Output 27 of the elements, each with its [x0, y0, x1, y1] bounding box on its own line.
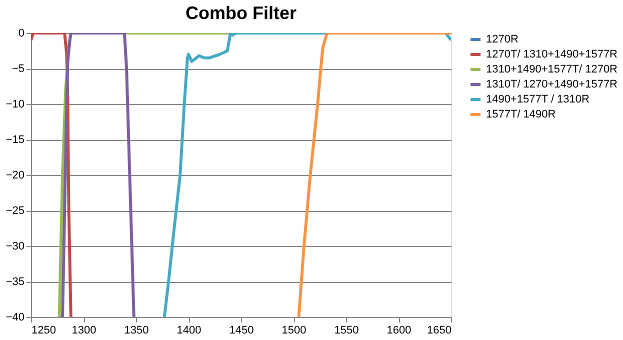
- legend-label: 1310T/ 1270+1490+1577R: [486, 78, 618, 90]
- x-tick-label: 1400: [176, 324, 202, 336]
- x-tick-label: 1500: [282, 324, 306, 336]
- x-tick-label: 1650: [427, 324, 452, 336]
- x-tick-label: 1600: [386, 324, 412, 336]
- legend-label: 1577T/ 1490R: [486, 108, 556, 120]
- y-tick-label: −15: [6, 134, 24, 146]
- chart-title: Combo Filter: [186, 3, 296, 23]
- y-tick-label: −20: [6, 170, 24, 182]
- x-tick-label: 1550: [334, 324, 359, 336]
- x-tick-label: 1250: [32, 324, 56, 336]
- y-tick-label: −5: [12, 63, 24, 75]
- legend-label: 1310+1490+1577T/ 1270R: [486, 64, 618, 76]
- line-series: [61, 33, 136, 317]
- x-tick-label: 1350: [124, 324, 149, 336]
- y-tick-label: −30: [6, 240, 24, 252]
- y-tick-label: 0: [18, 28, 24, 40]
- legend-label: 1270T/ 1310+1490+1577R: [486, 48, 618, 60]
- line-series: [297, 33, 451, 317]
- legend-label: 1270R: [486, 34, 518, 46]
- y-tick-label: −10: [6, 98, 24, 110]
- y-tick-label: −25: [6, 205, 24, 217]
- legend-label: 1490+1577T / 1310R: [486, 94, 590, 106]
- y-tick-label: −40: [6, 312, 24, 324]
- x-tick-label: 1300: [72, 324, 96, 336]
- x-tick-label: 1450: [229, 324, 254, 336]
- y-tick-label: −35: [6, 276, 24, 288]
